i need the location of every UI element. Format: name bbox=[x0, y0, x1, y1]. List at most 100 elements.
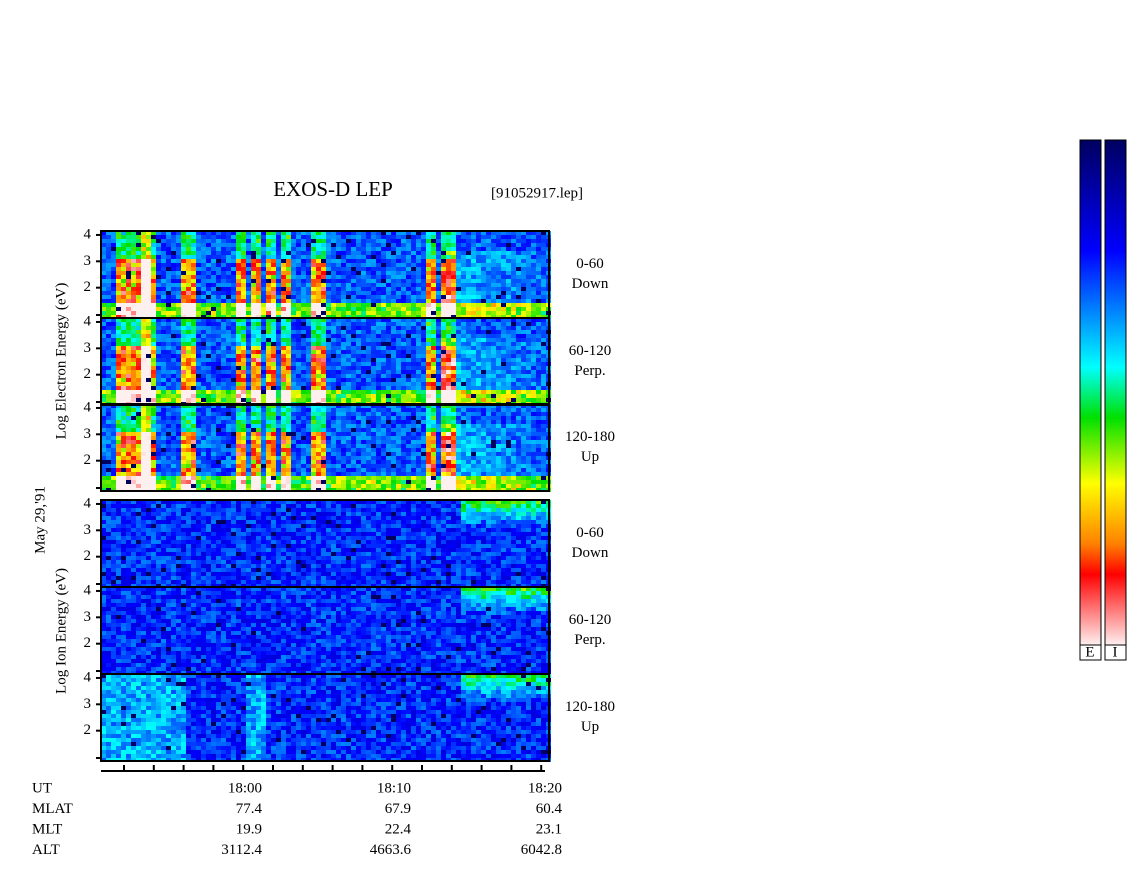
y-axis-label: Log Ion Energy (eV) bbox=[53, 568, 69, 694]
spectrogram-cell bbox=[316, 311, 321, 315]
spectrogram-cell bbox=[301, 436, 306, 440]
spectrogram-cell bbox=[501, 318, 506, 322]
spectrogram-cell bbox=[191, 350, 196, 354]
spectrogram-cell bbox=[166, 295, 171, 299]
spectrogram-cell bbox=[321, 239, 326, 243]
spectrogram-cell bbox=[526, 283, 531, 287]
spectrogram-cell bbox=[131, 275, 136, 279]
spectrogram-cell bbox=[286, 255, 291, 259]
spectrogram-cell bbox=[161, 243, 166, 247]
spectrogram-cell bbox=[391, 378, 396, 382]
spectrogram-cell bbox=[441, 303, 446, 307]
spectrogram-cell bbox=[221, 239, 226, 243]
spectrogram-cell bbox=[476, 322, 481, 326]
spectrogram-cell bbox=[151, 271, 156, 275]
spectrogram-cell bbox=[226, 318, 231, 322]
spectrogram-cell bbox=[206, 330, 211, 334]
spectrogram-cell bbox=[246, 484, 251, 488]
spectrogram-cell bbox=[426, 326, 431, 330]
spectrogram-cell bbox=[251, 350, 256, 354]
spectrogram-cell bbox=[476, 326, 481, 330]
spectrogram-cell bbox=[326, 390, 331, 394]
spectrogram-cell bbox=[526, 271, 531, 275]
spectrogram-cell bbox=[201, 231, 206, 235]
spectrogram-cell bbox=[306, 464, 311, 468]
spectrogram-cell bbox=[451, 370, 456, 374]
spectrogram-cell bbox=[361, 239, 366, 243]
spectrogram-cell bbox=[261, 287, 266, 291]
spectrogram-cell bbox=[246, 311, 251, 315]
spectrogram-cell bbox=[256, 382, 261, 386]
spectrogram-cell bbox=[206, 468, 211, 472]
spectrogram-cell bbox=[466, 334, 471, 338]
spectrogram-cell bbox=[441, 287, 446, 291]
spectrogram-cell bbox=[116, 452, 121, 456]
spectrogram-cell bbox=[161, 428, 166, 432]
spectrogram-cell bbox=[361, 338, 366, 342]
spectrogram-cell bbox=[101, 362, 106, 366]
spectrogram-cell bbox=[481, 243, 486, 247]
spectrogram-cell bbox=[471, 390, 476, 394]
spectrogram-cell bbox=[141, 394, 146, 398]
spectrogram-cell bbox=[496, 334, 501, 338]
spectrogram-cell bbox=[461, 338, 466, 342]
spectrogram-cell bbox=[471, 386, 476, 390]
spectrogram-cell bbox=[191, 416, 196, 420]
spectrogram-cell bbox=[456, 322, 461, 326]
spectrogram-cell bbox=[306, 318, 311, 322]
spectrogram-cell bbox=[306, 432, 311, 436]
spectrogram-cell bbox=[301, 295, 306, 299]
spectrogram-cell bbox=[411, 307, 416, 311]
spectrogram-cell bbox=[431, 279, 436, 283]
spectrogram-cell bbox=[176, 318, 181, 322]
spectrogram-cell bbox=[266, 408, 271, 412]
spectrogram-cell bbox=[231, 416, 236, 420]
spectrogram-cell bbox=[511, 366, 516, 370]
spectrogram-cell bbox=[171, 476, 176, 480]
spectrogram-cell bbox=[186, 283, 191, 287]
spectrogram-cell bbox=[461, 394, 466, 398]
spectrogram-cell bbox=[276, 408, 281, 412]
spectrogram-cell bbox=[276, 291, 281, 295]
spectrogram-cell bbox=[226, 382, 231, 386]
spectrogram-cell bbox=[281, 346, 286, 350]
spectrogram-cell bbox=[306, 279, 311, 283]
spectrogram-cell bbox=[246, 374, 251, 378]
spectrogram-cell bbox=[466, 239, 471, 243]
spectrogram-cell bbox=[311, 420, 316, 424]
spectrogram-cell bbox=[536, 386, 541, 390]
spectrogram-cell bbox=[176, 235, 181, 239]
spectrogram-cell bbox=[416, 326, 421, 330]
spectrogram-cell bbox=[226, 464, 231, 468]
spectrogram-cell bbox=[451, 322, 456, 326]
spectrogram-cell bbox=[266, 420, 271, 424]
spectrogram-cell bbox=[226, 484, 231, 488]
spectrogram-cell bbox=[286, 346, 291, 350]
spectrogram-cell bbox=[251, 456, 256, 460]
spectrogram-cell bbox=[291, 480, 296, 484]
spectrogram-cell bbox=[246, 436, 251, 440]
spectrogram-cell bbox=[541, 366, 546, 370]
spectrogram-cell bbox=[126, 307, 131, 311]
spectrogram-cell bbox=[501, 370, 506, 374]
spectrogram-cell bbox=[151, 378, 156, 382]
spectrogram-cell bbox=[101, 267, 106, 271]
spectrogram-cell bbox=[411, 318, 416, 322]
spectrogram-cell bbox=[411, 299, 416, 303]
spectrogram-cell bbox=[496, 378, 501, 382]
spectrogram-cell bbox=[411, 259, 416, 263]
spectrogram-cell bbox=[341, 235, 346, 239]
spectrogram-cell bbox=[351, 330, 356, 334]
spectrogram-cell bbox=[246, 424, 251, 428]
spectrogram-cell bbox=[196, 247, 201, 251]
spectrogram-cell bbox=[261, 448, 266, 452]
spectrogram-cell bbox=[256, 259, 261, 263]
spectrogram-cell bbox=[186, 444, 191, 448]
spectrogram-cell bbox=[346, 259, 351, 263]
spectrogram-cell bbox=[496, 263, 501, 267]
spectrogram-cell bbox=[241, 255, 246, 259]
spectrogram-cell bbox=[126, 370, 131, 374]
spectrogram-cell bbox=[406, 235, 411, 239]
spectrogram-cell bbox=[306, 398, 311, 402]
spectrogram-cell bbox=[496, 259, 501, 263]
